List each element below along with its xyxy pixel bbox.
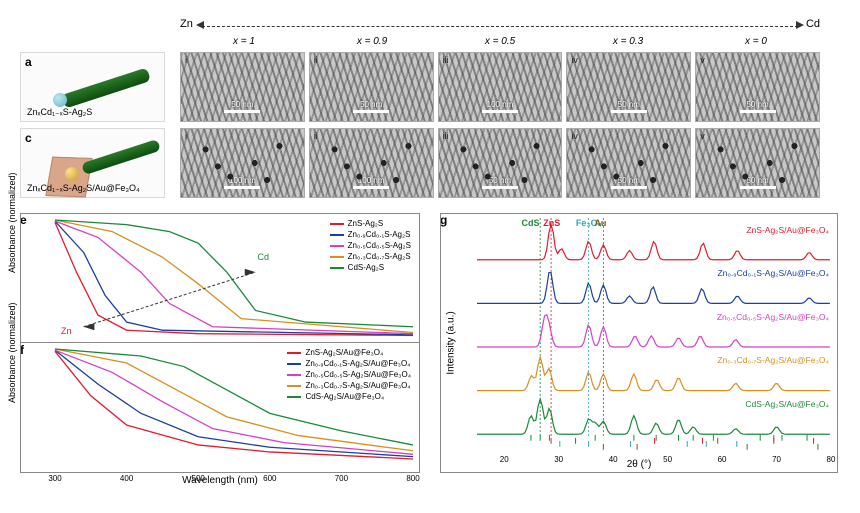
tem-row-b: i50 nm ii50 nm iii100 nm iv50 nm v50 nm bbox=[180, 52, 820, 122]
arrow-left-icon bbox=[196, 21, 204, 29]
tem-b-2: ii50 nm bbox=[309, 52, 434, 122]
abs-ylabel-e: Absorbance (normalized) bbox=[7, 172, 17, 273]
xrd-xlabel: 2θ (°) bbox=[627, 459, 652, 470]
composition-axis: Zn Cd bbox=[180, 18, 820, 36]
xcol-3: x = 0.3 bbox=[564, 36, 692, 50]
tem-row-d: i100 nm ii100 nm iii50 nm iv50 nm v50 nm bbox=[180, 128, 820, 198]
axis-zn-label: Zn bbox=[180, 18, 193, 30]
figure-root: Zn Cd x = 1 x = 0.9 x = 0.5 x = 0.3 x = … bbox=[20, 18, 840, 498]
scalebar: 100 nm bbox=[353, 176, 389, 189]
dashed-axis-line bbox=[202, 26, 798, 27]
tem-d-1: i100 nm bbox=[180, 128, 305, 198]
scalebar: 50 nm bbox=[740, 176, 776, 189]
tem-d-2: ii100 nm bbox=[309, 128, 434, 198]
annot-cd: Cd bbox=[257, 252, 269, 262]
scalebar: 50 nm bbox=[482, 176, 518, 189]
tem-b-4: iv50 nm bbox=[566, 52, 691, 122]
xcol-0: x = 1 bbox=[180, 36, 308, 50]
scalebar: 50 nm bbox=[740, 100, 776, 113]
xrd-chart-wrap: Intensity (a.u.) 2θ (°) CdSZnSFe₃O₄Au Zn… bbox=[440, 213, 838, 473]
panel-c-caption: ZnₓCd₁₋ₓS-Ag₂S/Au@Fe₃O₄ bbox=[27, 183, 140, 194]
tem-b-1: i50 nm bbox=[180, 52, 305, 122]
panel-label-a: a bbox=[25, 55, 32, 69]
tem-d-4: iv50 nm bbox=[566, 128, 691, 198]
annot-zn: Zn bbox=[61, 326, 72, 336]
panel-a-caption: ZnₓCd₁₋ₓS-Ag₂S bbox=[27, 107, 92, 118]
x-column-labels: x = 1 x = 0.9 x = 0.5 x = 0.3 x = 0 bbox=[180, 36, 820, 50]
abs-panel-f: Absorbance (normalized) ZnS-Ag₂S/Au@Fe₃O… bbox=[21, 343, 419, 472]
scalebar: 50 nm bbox=[611, 176, 647, 189]
panel-c-schematic: c ZnₓCd₁₋ₓS-Ag₂S/Au@Fe₃O₄ bbox=[20, 128, 165, 198]
tem-b-5: v50 nm bbox=[695, 52, 820, 122]
scalebar: 50 nm bbox=[353, 100, 389, 113]
tem-d-3: iii50 nm bbox=[438, 128, 563, 198]
au-core-icon bbox=[65, 167, 79, 181]
xrd-plot bbox=[477, 218, 831, 450]
legend-f: ZnS-Ag₂S/Au@Fe₃O₄Zn₀.₉Cd₀.₁S-Ag₂S/Au@Fe₃… bbox=[287, 347, 411, 402]
legend-e: ZnS-Ag₂SZn₀.₉Cd₀.₁S-Ag₂SZn₀.₅Cd₀.₅S-Ag₂S… bbox=[330, 218, 411, 273]
scalebar: 50 nm bbox=[611, 100, 647, 113]
nanorod-tip-icon bbox=[53, 93, 67, 107]
tem-b-3: iii100 nm bbox=[438, 52, 563, 122]
tem-d-5: v50 nm bbox=[695, 128, 820, 198]
abs-panel-e: Absorbance (normalized) ZnS-Ag₂SZn₀.₉Cd₀… bbox=[21, 214, 419, 343]
abs-ylabel-f: Absorbance (normalized) bbox=[7, 302, 17, 403]
axis-cd-label: Cd bbox=[806, 18, 820, 30]
scalebar: 50 nm bbox=[224, 100, 260, 113]
panel-label-c: c bbox=[25, 131, 32, 145]
xcol-1: x = 0.9 bbox=[308, 36, 436, 50]
nanorod-icon bbox=[81, 139, 161, 175]
xcol-4: x = 0 bbox=[692, 36, 820, 50]
xcol-2: x = 0.5 bbox=[436, 36, 564, 50]
arrow-right-icon bbox=[796, 21, 804, 29]
scalebar: 100 nm bbox=[482, 100, 518, 113]
panel-a-schematic: a ZnₓCd₁₋ₓS-Ag₂S bbox=[20, 52, 165, 122]
absorbance-chart-wrap: Absorbance (normalized) ZnS-Ag₂SZn₀.₉Cd₀… bbox=[20, 213, 420, 473]
nanorod-icon bbox=[61, 67, 151, 108]
scalebar: 100 nm bbox=[224, 176, 260, 189]
xrd-ylabel: Intensity (a.u.) bbox=[446, 311, 457, 374]
